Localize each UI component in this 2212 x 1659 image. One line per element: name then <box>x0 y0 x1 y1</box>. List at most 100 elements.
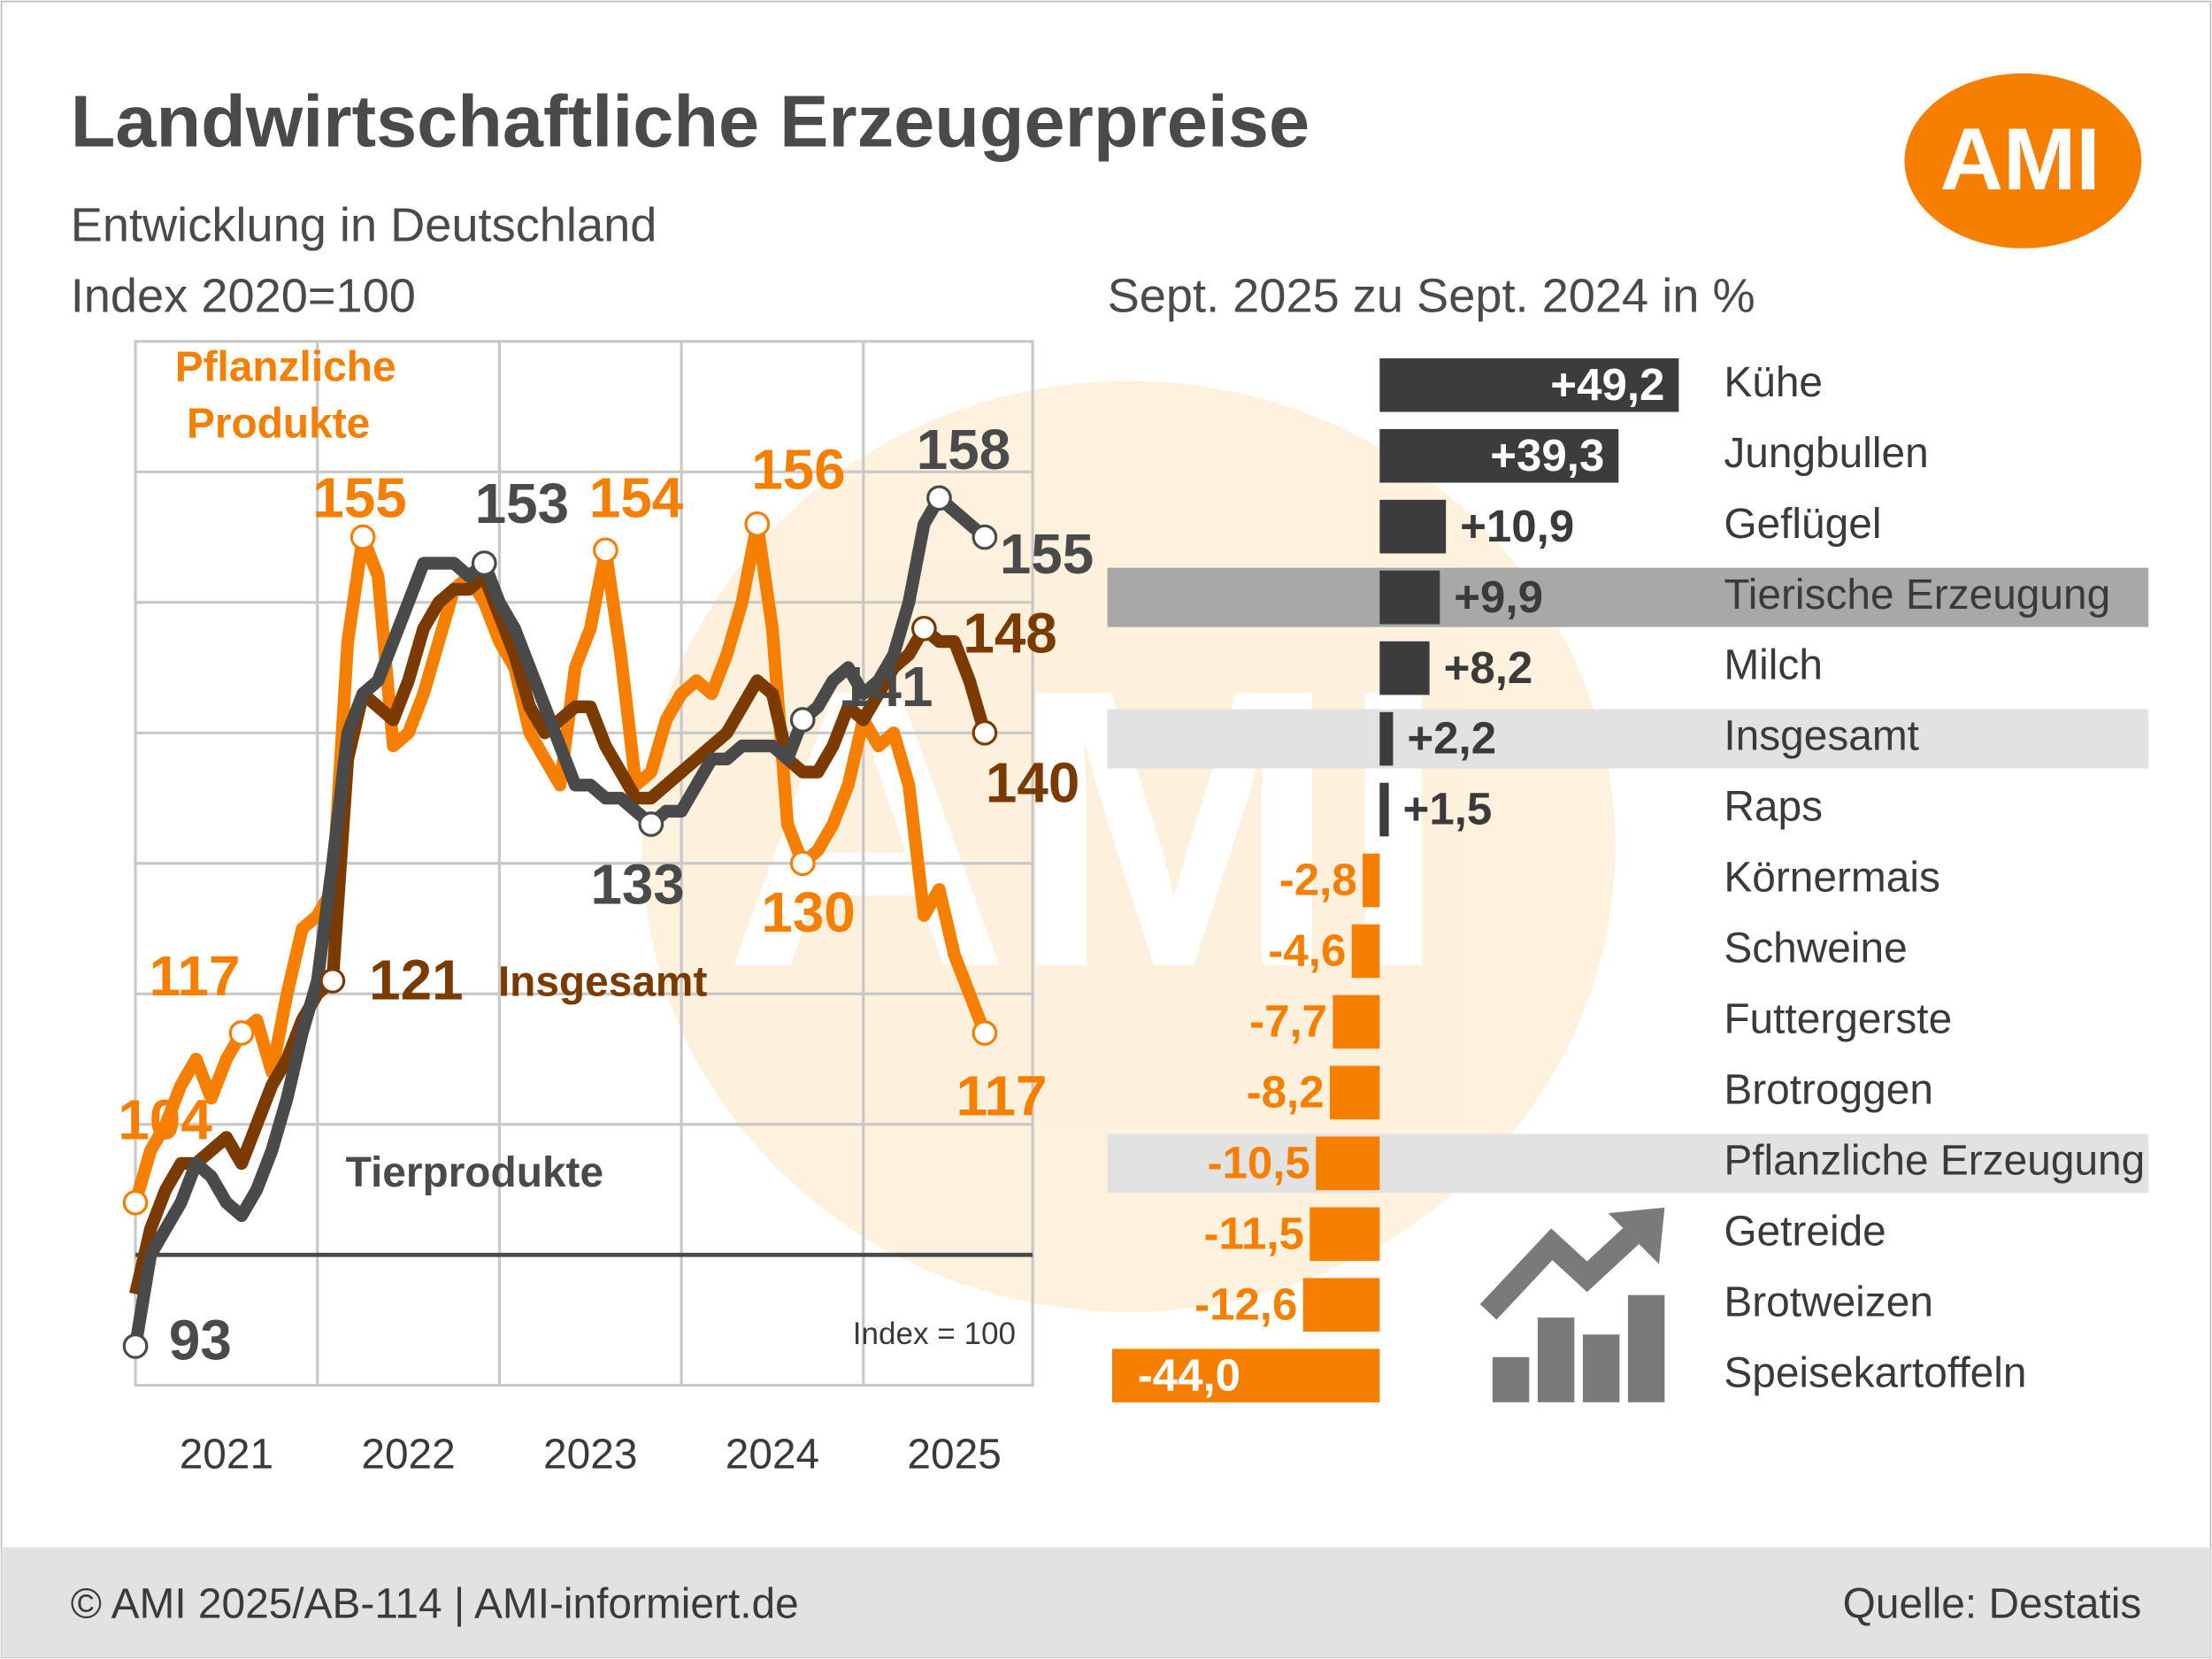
bar <box>1351 924 1380 979</box>
data-label: 133 <box>590 852 684 916</box>
value-label: -44,0 <box>1138 1349 1240 1400</box>
marker <box>926 485 952 511</box>
trend-icon <box>1479 1207 1665 1402</box>
footer-band <box>1 1548 2211 1658</box>
data-label: 104 <box>118 1088 212 1152</box>
series-name: Insgesamt <box>498 959 708 1006</box>
x-tick-label: 2021 <box>180 1432 273 1479</box>
category-label: Speisekartoffeln <box>1724 1349 2026 1396</box>
bar <box>1379 782 1389 837</box>
value-label: +39,3 <box>1490 430 1604 480</box>
bar <box>1112 1348 1380 1402</box>
marker <box>789 707 816 733</box>
category-label: Schweine <box>1724 926 1907 972</box>
category-label: Getreide <box>1724 1208 1886 1255</box>
data-label: 155 <box>1000 522 1094 586</box>
marker <box>471 550 497 576</box>
category-label: Futtergerste <box>1724 996 1952 1043</box>
marker <box>319 968 346 994</box>
row-band <box>1107 709 2149 769</box>
data-label: 156 <box>751 438 845 502</box>
title: Landwirtschaftliche Erzeugerpreise <box>71 80 1310 162</box>
category-label: Geflügel <box>1724 501 1881 548</box>
x-tick-label: 2024 <box>726 1432 819 1479</box>
value-label: -4,6 <box>1268 926 1346 976</box>
value-label: -8,2 <box>1247 1067 1325 1118</box>
logo <box>1904 73 2142 249</box>
series-line <box>129 518 991 1205</box>
value-label: +2,2 <box>1407 713 1496 764</box>
marker <box>972 1020 998 1046</box>
marker <box>593 537 618 564</box>
series-line <box>129 570 991 1296</box>
series-name: Tierprodukte <box>346 1149 603 1196</box>
data-label: 121 <box>369 949 463 1012</box>
marker <box>972 524 998 550</box>
bar-title: Sept. 2025 zu Sept. 2024 in % <box>1108 269 1755 322</box>
category-label: Pflanzliche Erzeugung <box>1724 1137 2145 1184</box>
category-label: Brotweizen <box>1724 1279 1933 1325</box>
bar <box>1379 428 1619 483</box>
x-tick-label: 2023 <box>543 1432 637 1479</box>
data-label: 153 <box>475 472 569 535</box>
row-band <box>1107 567 2149 627</box>
bar <box>1316 1136 1380 1191</box>
bar <box>1379 499 1447 554</box>
value-label: +8,2 <box>1444 642 1533 693</box>
bar <box>1333 995 1380 1049</box>
data-label: 130 <box>761 880 855 944</box>
x-tick-label: 2025 <box>907 1432 1001 1479</box>
reference-label: Index = 100 <box>853 1317 1016 1351</box>
marker <box>789 850 816 877</box>
bar <box>1363 853 1380 908</box>
marker <box>744 511 771 537</box>
value-label: -11,5 <box>1203 1208 1303 1258</box>
category-label: Körnermais <box>1724 855 1940 902</box>
data-label: 148 <box>963 602 1056 665</box>
data-label: 117 <box>150 944 241 1008</box>
category-label: Insgesamt <box>1724 713 1919 760</box>
marker <box>349 524 376 550</box>
x-tick-label: 2022 <box>361 1432 455 1479</box>
marker <box>910 615 937 641</box>
bar <box>1379 357 1679 412</box>
category-label: Milch <box>1724 642 1823 689</box>
footer-left: © AMI 2025/AB-114 | AMI-informiert.de <box>71 1581 799 1628</box>
data-label: 158 <box>917 418 1010 481</box>
marker <box>228 1020 255 1046</box>
category-label: Kühe <box>1724 359 1823 406</box>
value-label: -7,7 <box>1249 996 1327 1047</box>
bar <box>1302 1278 1380 1333</box>
category-label: Brotroggen <box>1724 1066 1933 1113</box>
line-subtitle: Index 2020=100 <box>71 269 416 322</box>
category-label: Jungbullen <box>1724 430 1928 477</box>
bar <box>1379 641 1430 695</box>
value-label: -12,6 <box>1194 1279 1297 1329</box>
bar <box>1379 570 1440 625</box>
marker <box>638 811 664 837</box>
subtitle: Entwicklung in Deutschland <box>71 199 657 252</box>
value-label: -10,5 <box>1208 1137 1310 1187</box>
data-label: 141 <box>839 655 933 718</box>
logo-text: AMI <box>1940 111 2101 208</box>
series-line <box>128 491 989 1348</box>
value-label: +1,5 <box>1403 784 1493 834</box>
data-label: 93 <box>169 1308 232 1371</box>
value-label: -2,8 <box>1279 855 1357 905</box>
value-label: +9,9 <box>1454 572 1543 622</box>
marker <box>972 719 998 746</box>
value-label: +49,2 <box>1550 359 1664 410</box>
series-name: Pflanzliche Produkte <box>175 343 396 447</box>
footer-right: Quelle: Destatis <box>1843 1581 2142 1628</box>
category-label: Raps <box>1724 784 1823 831</box>
bar <box>1379 711 1394 766</box>
bar <box>1310 1207 1380 1262</box>
marker <box>122 1189 149 1216</box>
data-label: 155 <box>312 465 406 529</box>
data-label: 154 <box>589 465 684 529</box>
bar <box>1329 1065 1380 1120</box>
svg-text:AMI: AMI <box>725 607 1448 1048</box>
value-label: +10,9 <box>1460 501 1574 551</box>
